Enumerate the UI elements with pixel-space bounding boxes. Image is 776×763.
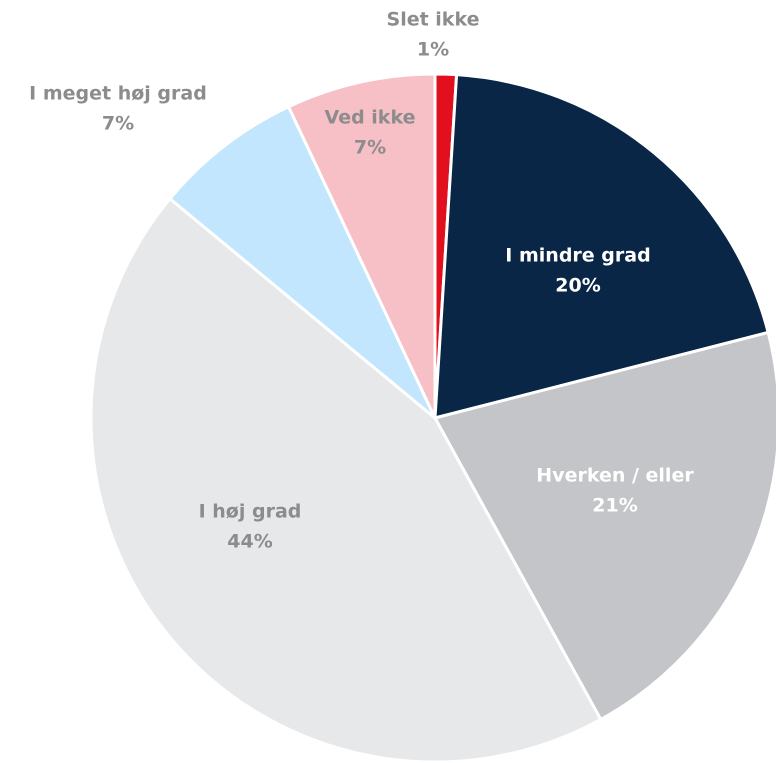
slice-value-label: 7% <box>354 137 386 159</box>
slice-value-label: 7% <box>102 113 134 135</box>
pie-slice <box>433 73 771 420</box>
slice-value-label: 21% <box>592 495 637 517</box>
slice-label: I mindre grad <box>505 245 650 267</box>
slice-value-label: 20% <box>555 275 600 297</box>
pie-slice <box>432 330 776 722</box>
pie-slice <box>286 72 437 419</box>
slice-value-label: 1% <box>417 39 449 61</box>
slice-label: Ved ikke <box>325 107 416 129</box>
pie-slice <box>167 104 437 420</box>
slice-value-label: 44% <box>227 531 272 553</box>
pie-slice <box>89 196 603 763</box>
slice-label: I meget høj grad <box>29 83 207 105</box>
slice-label: I høj grad <box>199 501 302 523</box>
slice-label: Slet ikke <box>387 9 480 31</box>
slice-label: Hverken / eller <box>536 465 694 487</box>
